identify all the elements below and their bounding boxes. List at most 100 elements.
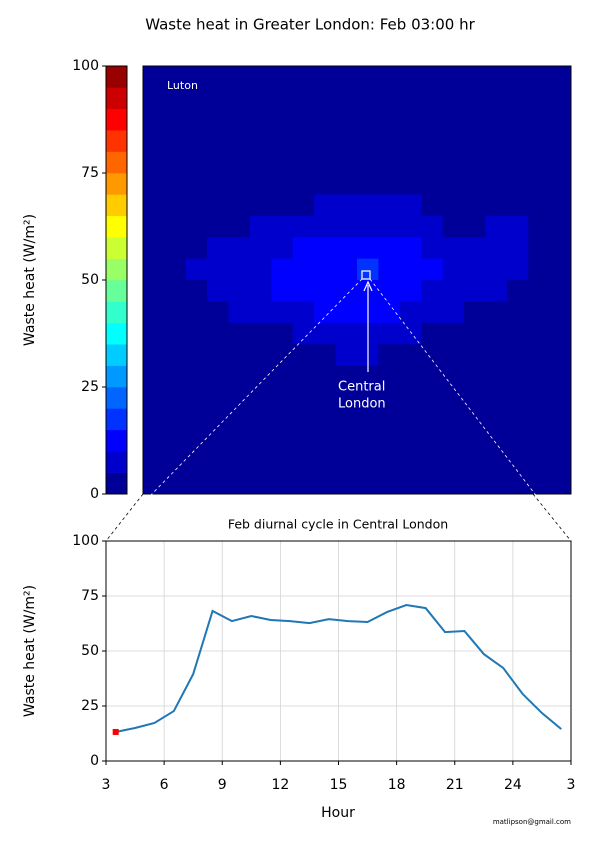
heatmap-cell	[164, 429, 187, 452]
heatmap-cell	[528, 173, 551, 195]
colorbar-segment	[106, 194, 127, 217]
heatmap-cell	[250, 344, 272, 367]
heatmap-cell	[228, 344, 251, 367]
heatmap-cell	[399, 66, 422, 88]
heatmap-cell	[421, 66, 444, 88]
heatmap-cell	[399, 301, 422, 324]
heatmap-cell	[335, 87, 358, 110]
heatmap-cell	[314, 387, 337, 409]
heatmap-cell	[207, 301, 230, 324]
heatmap-cell	[464, 280, 486, 302]
heatmap-cell	[185, 151, 208, 174]
heatmap-cell	[549, 108, 572, 131]
heatmap-cell	[421, 194, 444, 217]
heatmap-cell	[464, 472, 486, 495]
heatmap-cell	[357, 151, 379, 174]
x-tick-label: 15	[330, 777, 348, 793]
heatmap-cell	[506, 344, 529, 367]
heatmap-cell	[271, 322, 294, 345]
heatmap-cell	[399, 408, 422, 431]
heatmap-cell	[314, 87, 337, 110]
heatmap-cell	[335, 258, 358, 281]
heatmap-cell	[485, 451, 508, 474]
heatmap-cell	[485, 108, 508, 131]
heatmap-cell	[442, 130, 465, 153]
heatmap-cell	[228, 108, 251, 131]
heatmap-cell	[250, 215, 272, 238]
colorbar-segment	[106, 387, 127, 409]
heatmap-cell	[271, 344, 294, 367]
heatmap-cell	[442, 215, 465, 238]
colorbar-segment	[106, 408, 127, 431]
heatmap-cell	[271, 215, 294, 238]
heatmap-cell	[271, 258, 294, 281]
heatmap-cell	[442, 194, 465, 217]
heatmap-cell	[528, 66, 551, 88]
zoom-line-outside	[532, 493, 572, 542]
heatmap-cell	[271, 151, 294, 174]
heatmap-cell	[164, 215, 187, 238]
heatmap-cell	[228, 215, 251, 238]
colorbar-segment	[106, 87, 127, 110]
heatmap-cell	[228, 451, 251, 474]
heatmap-cell	[357, 258, 379, 281]
heatmap-cell	[250, 429, 272, 452]
heatmap-cell	[464, 365, 486, 388]
heatmap-cell	[335, 237, 358, 260]
heatmap-cell	[207, 87, 230, 110]
x-axis-label: Hour	[321, 805, 355, 821]
heatmap-cell	[271, 408, 294, 431]
heatmap-cell	[549, 280, 572, 302]
heatmap-cell	[314, 408, 337, 431]
colorbar-segment	[106, 215, 127, 238]
heatmap-cell	[250, 365, 272, 388]
heatmap-cell	[506, 429, 529, 452]
heatmap-cell	[185, 429, 208, 452]
heatmap-cell	[250, 194, 272, 217]
heatmap-cell	[549, 472, 572, 495]
heatmap-cell	[250, 280, 272, 302]
heatmap-cell	[250, 408, 272, 431]
heatmap-cell	[357, 215, 379, 238]
heatmap-cell	[421, 280, 444, 302]
heatmap-cell	[314, 215, 337, 238]
heatmap-cell	[335, 280, 358, 302]
heatmap-cell	[357, 194, 379, 217]
heatmap-cell	[292, 429, 315, 452]
heatmap-cell	[464, 237, 486, 260]
heatmap-cell	[207, 215, 230, 238]
heatmap-cell	[485, 258, 508, 281]
heatmap-cell	[250, 66, 272, 88]
heatmap-cell	[143, 472, 165, 495]
heatmap-cell	[164, 194, 187, 217]
heatmap-cell	[549, 173, 572, 195]
heatmap-cell	[228, 408, 251, 431]
figure-title: Waste heat in Greater London: Feb 03:00 …	[145, 16, 475, 34]
colorbar-segment	[106, 173, 127, 195]
heatmap-cell	[164, 280, 187, 302]
colorbar-segment	[106, 151, 127, 174]
heatmap-cell	[357, 451, 379, 474]
heatmap-cell	[207, 173, 230, 195]
heatmap-cell	[164, 66, 187, 88]
heatmap-cell	[357, 108, 379, 131]
heatmap-cell	[506, 322, 529, 345]
heatmap-cell	[464, 130, 486, 153]
heatmap-cell	[250, 151, 272, 174]
heatmap-cell	[292, 365, 315, 388]
heatmap-cell	[314, 429, 337, 452]
heatmap-cell	[185, 408, 208, 431]
heatmap-cell	[549, 87, 572, 110]
heatmap-cell	[143, 237, 165, 260]
annotation: Luton	[167, 79, 198, 92]
heatmap-cell	[464, 408, 486, 431]
heatmap-cell	[442, 344, 465, 367]
heatmap-cell	[271, 472, 294, 495]
colorbar-segment	[106, 301, 127, 324]
heatmap-cell	[506, 387, 529, 409]
x-tick-label: 21	[446, 777, 464, 793]
heatmap-cell	[271, 130, 294, 153]
heatmap-cell	[399, 258, 422, 281]
heatmap-cell	[421, 451, 444, 474]
heatmap-cell	[549, 322, 572, 345]
